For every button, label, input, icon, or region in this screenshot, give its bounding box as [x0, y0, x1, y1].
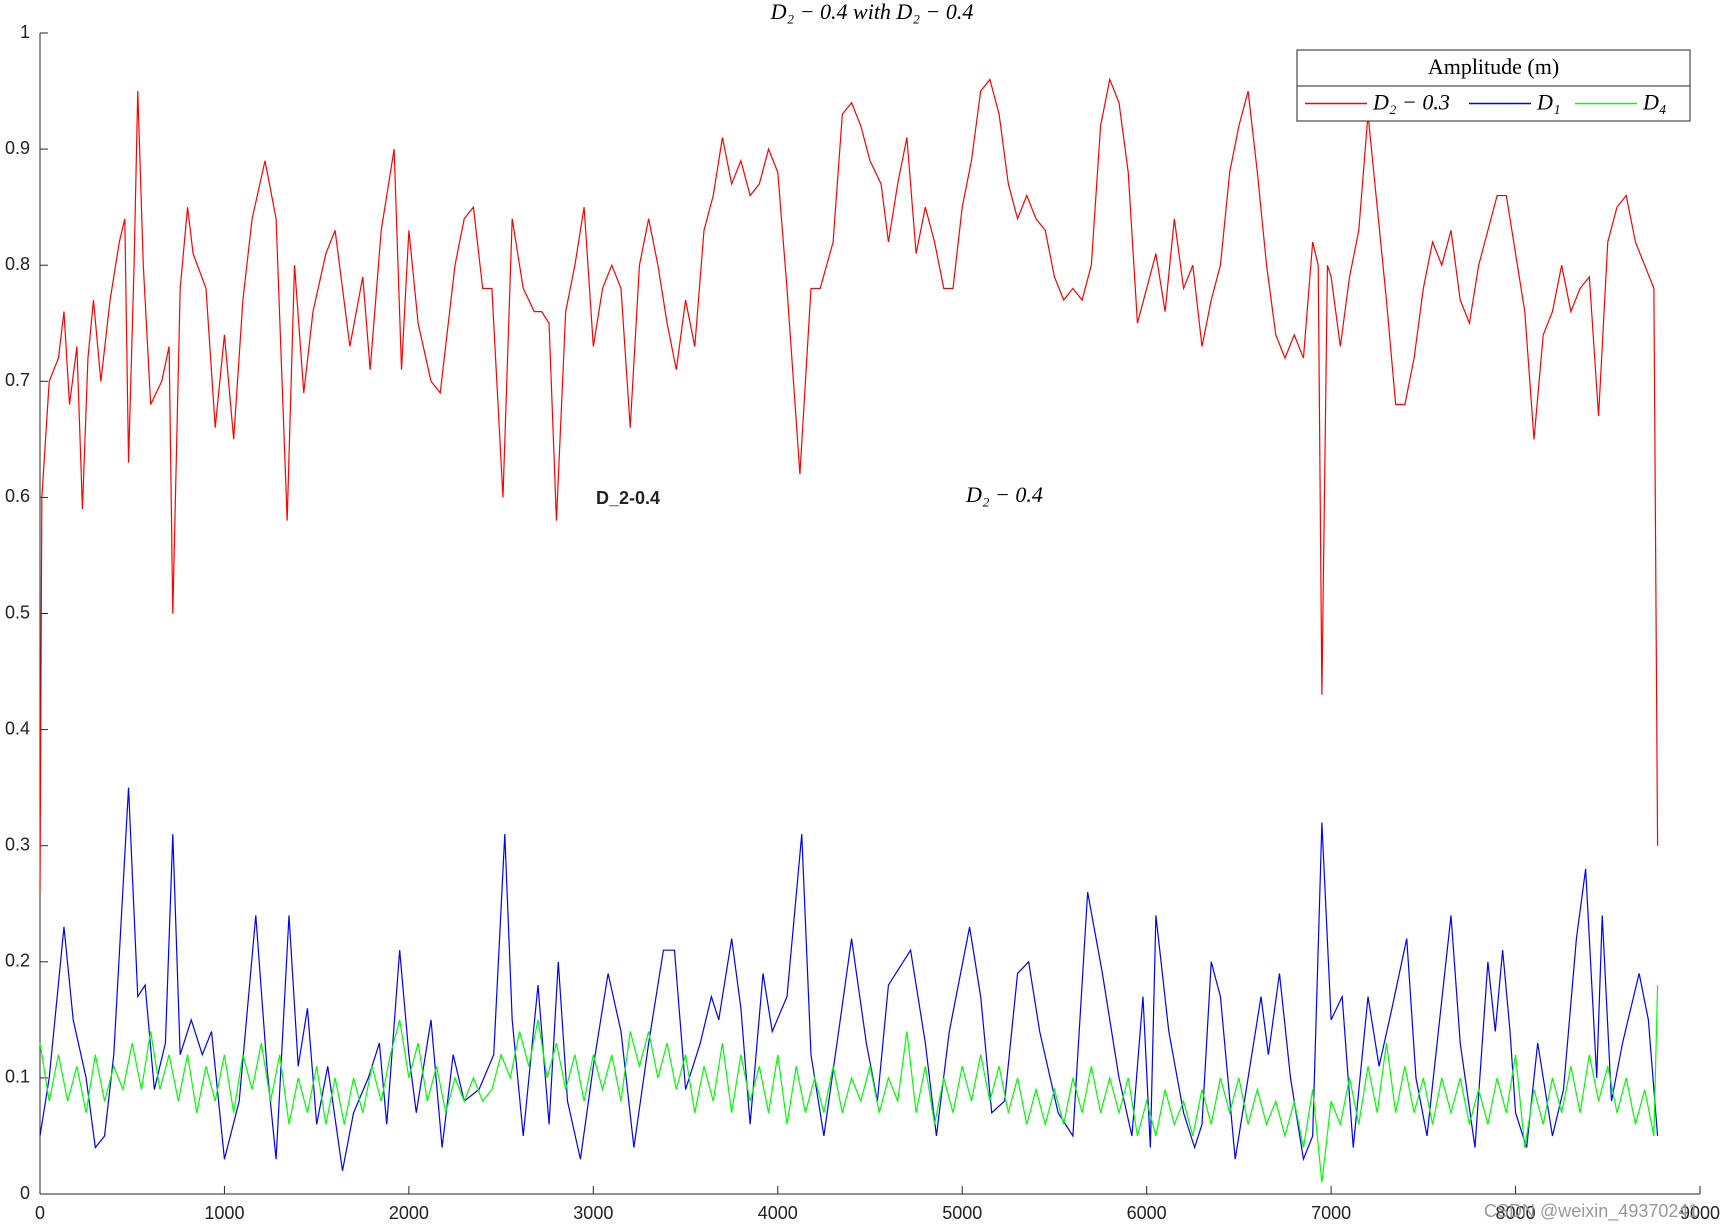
y-tick-label: 0.1	[5, 1067, 30, 1087]
x-tick-label: 7000	[1311, 1203, 1351, 1223]
y-tick-label: 0.5	[5, 602, 30, 622]
data-line	[39, 985, 1659, 1183]
legend-title: Amplitude (m)	[1428, 54, 1559, 79]
annotation: D₂ − 0.4	[965, 482, 1043, 507]
x-tick-label: 9000	[1680, 1203, 1720, 1223]
legend-label: D₄	[1642, 90, 1667, 115]
x-tick-label: 1000	[204, 1203, 244, 1223]
y-tick-label: 0	[20, 1183, 30, 1203]
plot-area: 0 0.1 0.2 0.3 0.4 0.5 0.6 0.7 0.8 0.9 1 0 1000 2000 30…	[5, 22, 1720, 1223]
y-tick-label: 0.9	[5, 138, 30, 158]
legend: Amplitude (m) D₂ − 0.3 D₁ D₄	[1296, 49, 1691, 122]
y-tick-label: 0.7	[5, 370, 30, 390]
x-tick-label: 6000	[1127, 1203, 1167, 1223]
watermark: CSDN @weixin_49370241	[1484, 1201, 1698, 1222]
data-line	[39, 787, 1659, 1171]
y-tick-label: 0.6	[5, 486, 30, 506]
chart-title: D₂ − 0.4 with D₂ − 0.4	[770, 0, 974, 24]
legend-label: D₁	[1536, 90, 1561, 115]
y-tick-label: 0.2	[5, 951, 30, 971]
x-tick-label: 3000	[573, 1203, 613, 1223]
x-tick-label: 2000	[389, 1203, 429, 1223]
y-tick-label: 0.4	[5, 718, 30, 738]
y-tick-label: 0.3	[5, 834, 30, 854]
x-tick-label: 4000	[758, 1203, 798, 1223]
legend-label: D₂ − 0.3	[1372, 90, 1450, 115]
x-tick-label: 8000	[1496, 1203, 1536, 1223]
x-tick-label: 0	[35, 1203, 45, 1223]
x-tick-label: 5000	[942, 1203, 982, 1223]
data-line	[39, 77, 1659, 893]
y-tick-label: 1	[20, 22, 30, 42]
y-tick-label: 0.8	[5, 254, 30, 274]
annotation: D_2-0.4	[596, 488, 660, 508]
